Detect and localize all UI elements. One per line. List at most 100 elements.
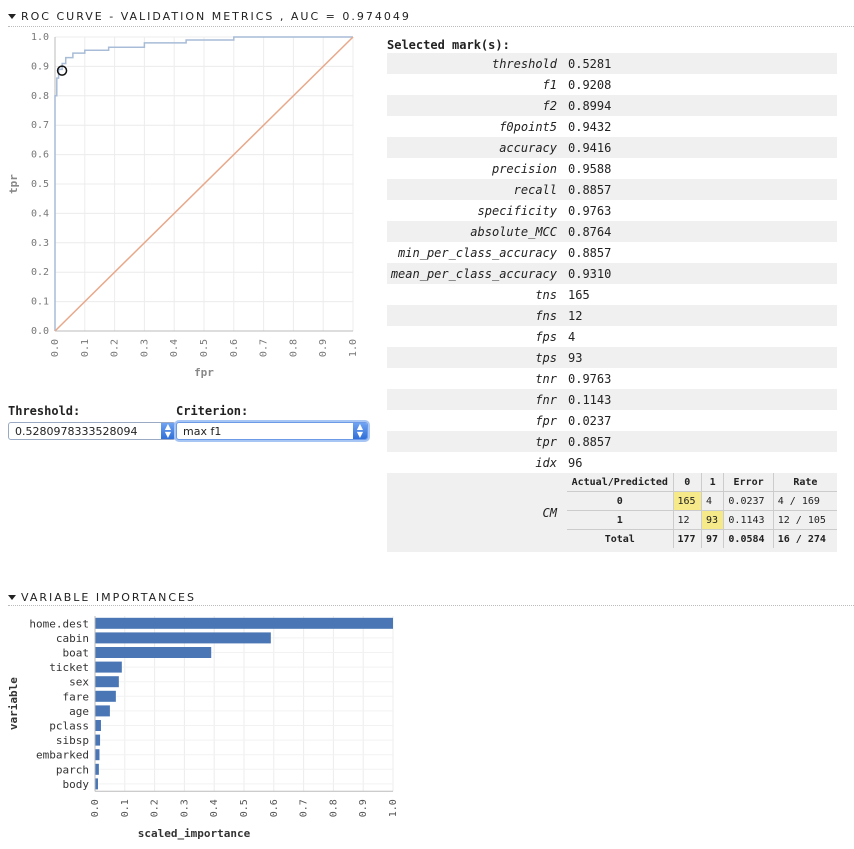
- metric-name: tpr: [535, 435, 557, 449]
- metric-value: 0.8994: [568, 99, 612, 113]
- y-tick-label: 0.5: [31, 179, 49, 190]
- metric-row: accuracy 0.9416: [387, 137, 837, 158]
- roc-series-line: [54, 36, 353, 331]
- cm-cell: 93: [701, 510, 725, 530]
- importance-bar: [95, 763, 99, 775]
- metric-row: precision 0.9588: [387, 158, 837, 179]
- importance-bar: [95, 617, 393, 629]
- cm-cell: 0.0237: [723, 491, 774, 511]
- metric-name: f1: [542, 78, 557, 92]
- metric-name: recall: [513, 183, 557, 197]
- y-tick-label: 0.4: [31, 208, 49, 219]
- cm-cell: 165: [673, 491, 702, 511]
- metric-name: f0point5: [499, 120, 557, 134]
- metric-value: 0.9208: [568, 78, 612, 92]
- metric-name: tnr: [535, 372, 557, 386]
- metric-row: mean_per_class_accuracy 0.9310: [387, 263, 837, 284]
- importance-bar: [95, 705, 110, 717]
- metric-value: 0.8857: [568, 246, 612, 260]
- category-label: home.dest: [29, 617, 89, 630]
- x-tick-label: 0.0: [50, 339, 61, 357]
- y-tick-label: 0.8: [31, 91, 49, 102]
- metric-row: idx 96: [387, 452, 837, 473]
- x-tick-label: 0.7: [299, 799, 310, 817]
- variable-importance-chart: 0.0 0.1 0.2 0.3 0.4 0.5 0.6 0.7 0.8 0.9 1.0 home.de…: [7, 616, 399, 840]
- metric-row: f1 0.9208: [387, 74, 837, 95]
- collapse-triangle-icon[interactable]: [8, 594, 16, 600]
- metric-row: fps 4: [387, 326, 837, 347]
- y-tick-label: 0.0: [31, 326, 49, 337]
- metric-row: specificity 0.9763: [387, 200, 837, 221]
- metric-value: 0.8764: [568, 225, 612, 239]
- metric-value: 0.9763: [568, 372, 612, 386]
- x-tick-label: 0.5: [239, 799, 250, 817]
- metric-value: 0.0237: [568, 414, 612, 428]
- metric-name: threshold: [491, 57, 557, 71]
- metric-name: tns: [535, 288, 557, 302]
- collapse-triangle-icon[interactable]: [8, 13, 16, 19]
- metric-name: precision: [491, 162, 557, 176]
- metric-value: 165: [568, 288, 590, 302]
- metric-row: tps 93: [387, 347, 837, 368]
- y-tick-label: 0.3: [31, 238, 49, 249]
- cm-row-label: Total: [567, 529, 674, 548]
- cm-header: 1: [701, 473, 725, 492]
- importance-bar: [95, 749, 100, 761]
- confusion-matrix: Actual/Predicted 0 1 Error Rate 0 165 4 …: [567, 473, 837, 548]
- metric-row: f2 0.8994: [387, 95, 837, 116]
- metric-row: tnr 0.9763: [387, 368, 837, 389]
- category-label: boat: [63, 647, 90, 660]
- metric-value: 96: [568, 456, 583, 470]
- importance-bar: [95, 647, 212, 658]
- y-tick-label: 0.1: [31, 297, 49, 308]
- x-tick-label: 0.9: [318, 339, 329, 357]
- metric-value: 0.5281: [568, 57, 612, 71]
- updown-arrows-icon: ▲ ▼: [353, 423, 367, 439]
- metric-row: fpr 0.0237: [387, 410, 837, 431]
- cm-cell: 0.0584: [723, 529, 774, 548]
- metric-name: idx: [535, 456, 557, 470]
- category-label: sibsp: [56, 734, 89, 747]
- importance-bar: [95, 690, 116, 702]
- criterion-select[interactable]: max f1 ▲ ▼: [176, 422, 368, 440]
- metric-name: fnr: [535, 393, 557, 407]
- y-tick-label: 0.6: [31, 150, 49, 161]
- metric-name: min_per_class_accuracy: [398, 246, 557, 260]
- x-tick-label: 0.7: [259, 339, 270, 357]
- x-tick-label: 0.0: [90, 799, 101, 817]
- cm-cell: 4 / 169: [773, 491, 837, 511]
- confusion-matrix-row: CM Actual/Predicted 0 1 Error Rate 0 165…: [387, 473, 837, 552]
- x-tick-label: 0.6: [229, 339, 240, 357]
- category-label: body: [63, 778, 90, 791]
- metric-value: 0.9310: [568, 267, 612, 281]
- cm-cell: 4: [701, 491, 725, 511]
- roc-section-header[interactable]: ROC CURVE - VALIDATION METRICS , AUC = 0…: [8, 10, 411, 23]
- metric-name: f2: [542, 99, 557, 113]
- y-axis-label: variable: [7, 677, 20, 730]
- threshold-select[interactable]: 0.5280978333528094 ▲ ▼: [8, 422, 176, 440]
- metric-name: accuracy: [499, 141, 557, 155]
- cm-header: Rate: [773, 473, 837, 492]
- metric-row: fns 12: [387, 305, 837, 326]
- cm-header: Actual/Predicted: [567, 473, 674, 492]
- selected-marks-title: Selected mark(s):: [387, 38, 510, 52]
- metric-row: recall 0.8857: [387, 179, 837, 200]
- importance-bar: [95, 661, 122, 673]
- varimp-section-title: VARIABLE IMPORTANCES: [21, 591, 196, 604]
- roc-section-title: ROC CURVE - VALIDATION METRICS , AUC = 0…: [21, 10, 411, 23]
- cm-cell: 16 / 274: [777, 533, 826, 545]
- importance-bar: [95, 676, 119, 688]
- category-label: ticket: [49, 661, 89, 674]
- x-tick-label: 0.6: [269, 799, 280, 817]
- x-tick-label: 0.1: [80, 339, 91, 357]
- varimp-section-header[interactable]: VARIABLE IMPORTANCES: [8, 591, 196, 604]
- y-tick-label: 1.0: [31, 32, 49, 43]
- updown-arrows-icon: ▲ ▼: [161, 423, 175, 439]
- criterion-label: Criterion:: [176, 404, 249, 418]
- importance-bar: [95, 632, 271, 644]
- category-label: fare: [63, 690, 90, 703]
- x-tick-label: 1.0: [388, 799, 399, 817]
- metric-name: specificity: [477, 204, 557, 218]
- cm-cell: 0.1143: [723, 510, 774, 530]
- cm-row-label: 1: [567, 510, 674, 530]
